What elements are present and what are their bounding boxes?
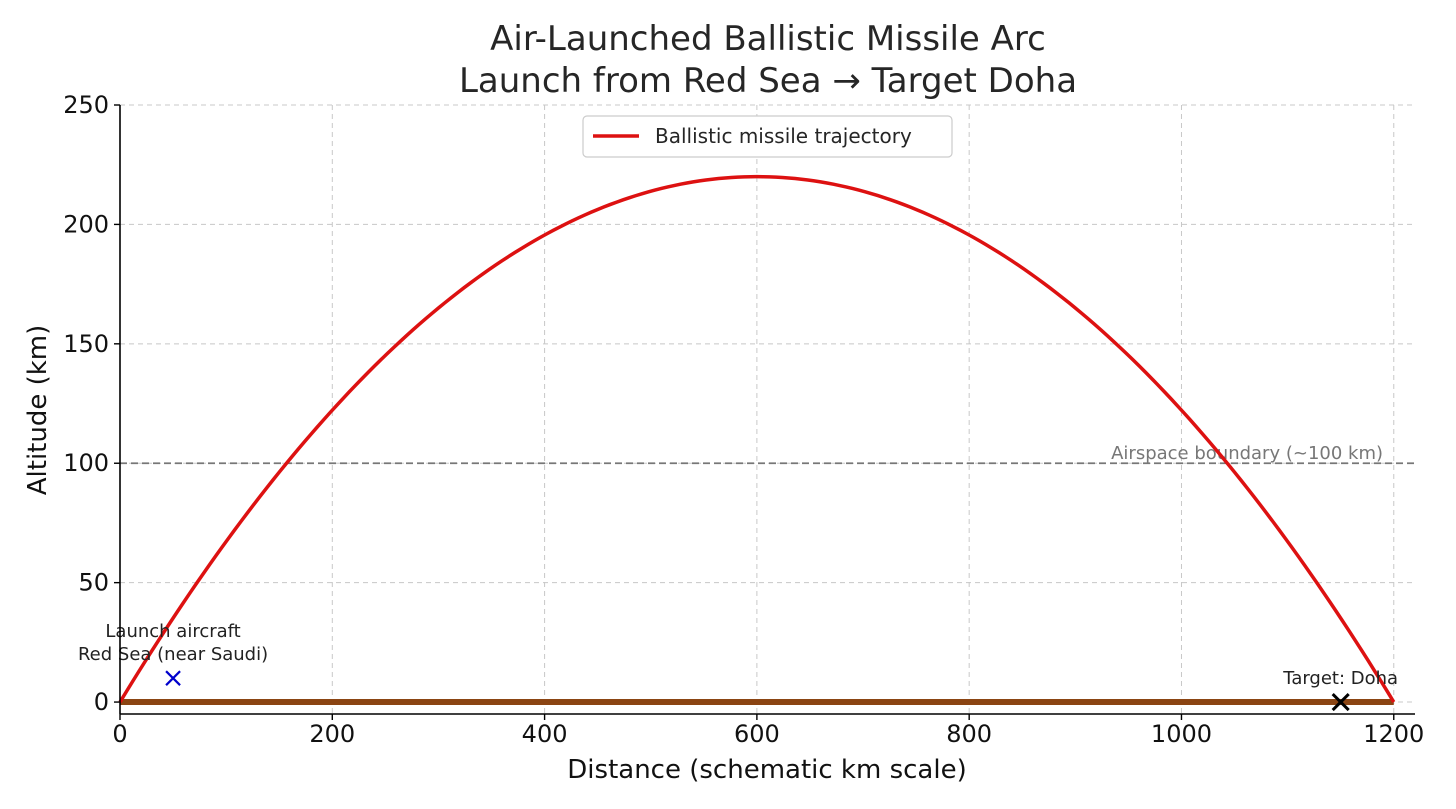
launch-marker xyxy=(165,670,181,686)
y-tick-label: 50 xyxy=(78,569,109,597)
grid xyxy=(119,104,1415,714)
series-layer xyxy=(118,174,1396,706)
ticks: 0 200 400 600 800 1000 1200 0 50 100 150 200 250 xyxy=(63,91,1424,748)
legend: Ballistic missile trajectory xyxy=(582,115,953,158)
trajectory-line xyxy=(118,174,1396,703)
y-axis-label: Altitude (km) xyxy=(23,325,53,496)
legend-label: Ballistic missile trajectory xyxy=(655,124,912,148)
launch-annotation: Launch aircraft xyxy=(105,621,240,642)
x-tick-label: 400 xyxy=(522,720,568,748)
launch-annotation: Red Sea (near Saudi) xyxy=(78,644,268,665)
y-tick-label: 200 xyxy=(63,210,109,238)
y-tick-label: 250 xyxy=(63,91,109,119)
target-marker xyxy=(1331,692,1350,712)
legend-box xyxy=(582,115,953,158)
airspace-boundary-label: Airspace boundary (~100 km) xyxy=(1111,443,1383,464)
x-tick-label: 200 xyxy=(309,720,355,748)
x-axis-label: Distance (schematic km scale) xyxy=(567,755,966,785)
chart-title-line-1: Air-Launched Ballistic Missile Arc xyxy=(490,19,1046,59)
x-tick-label: 1200 xyxy=(1363,720,1424,748)
x-tick-label: 1000 xyxy=(1151,720,1212,748)
reference-lines: Airspace boundary (~100 km) xyxy=(120,443,1415,464)
x-tick-label: 800 xyxy=(946,720,992,748)
axes xyxy=(119,105,1415,715)
y-tick-label: 0 xyxy=(94,688,109,716)
y-tick-label: 100 xyxy=(63,449,109,477)
x-tick-label: 600 xyxy=(734,720,780,748)
y-tick-label: 150 xyxy=(63,330,109,358)
target-annotation: Target: Doha xyxy=(1282,668,1398,689)
x-tick-label: 0 xyxy=(112,720,127,748)
chart-title-line-2: Launch from Red Sea → Target Doha xyxy=(459,61,1077,101)
